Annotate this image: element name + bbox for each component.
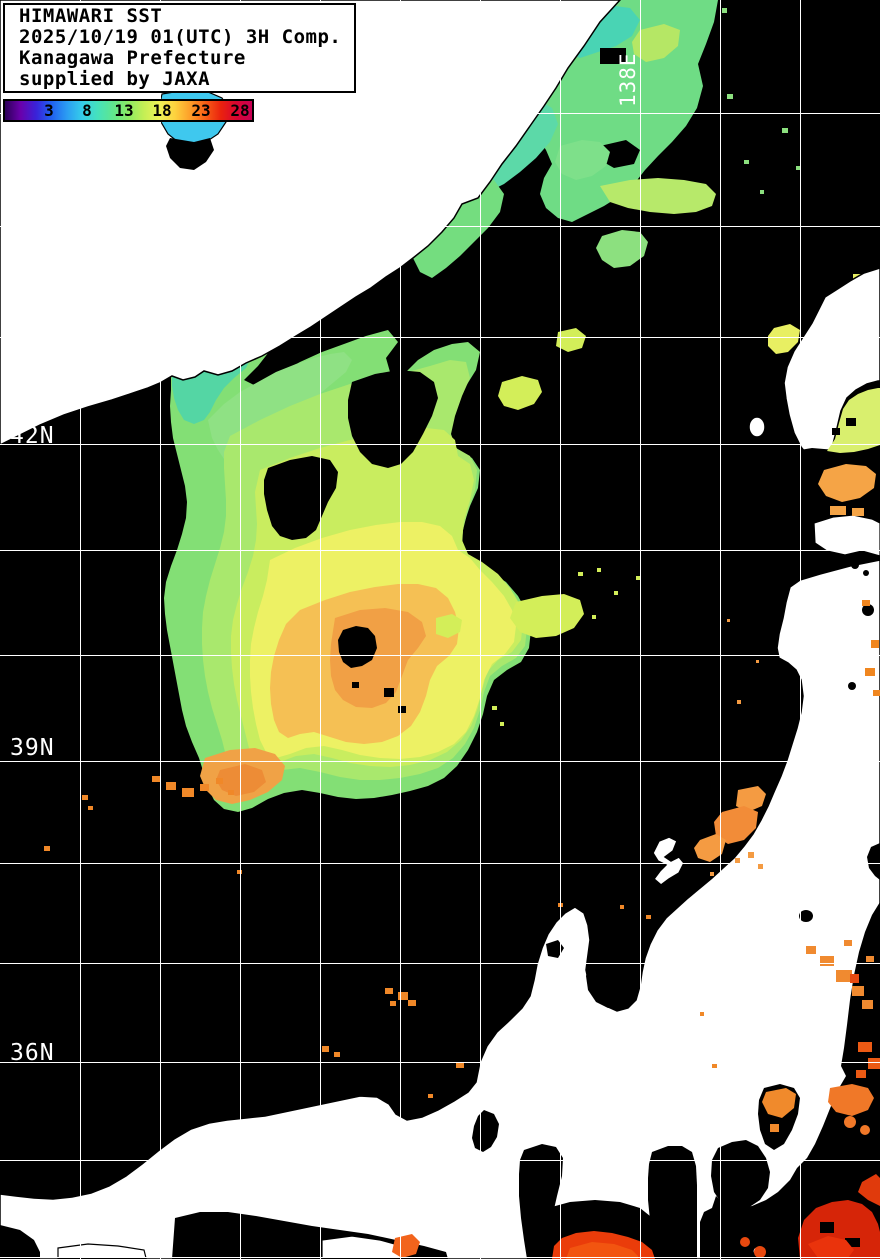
sst-warm-patches	[44, 89, 880, 1259]
colorbar-tick-28: 28	[230, 101, 250, 120]
colorbar-gradient	[5, 101, 252, 120]
lat-label-36N: 36N	[10, 1040, 55, 1066]
colorbar-tick-13: 13	[114, 101, 134, 120]
lon-label-138E: 138E	[616, 52, 640, 107]
sst-mutsu-bay	[818, 464, 876, 502]
title-line-source: supplied by JAXA	[19, 68, 211, 90]
sst-niigata-cluster	[694, 619, 766, 876]
land-hokkaido-oshima	[783, 267, 880, 463]
colorbar: 3 8 13 18 23 28	[3, 99, 254, 122]
lat-label-42N: 42N	[10, 423, 55, 449]
land-honshu	[0, 559, 880, 1259]
title-line-datetime: 2025/10/19 01(UTC) 3H Comp.	[19, 26, 342, 48]
title-line-product: HIMAWARI SST	[19, 5, 163, 27]
suruga-bay	[648, 1146, 697, 1259]
lake-tazawa	[848, 682, 856, 690]
colorbar-tick-8: 8	[82, 101, 92, 120]
title-box: HIMAWARI SST 2025/10/19 01(UTC) 3H Comp.…	[3, 3, 356, 93]
lat-label-39N: 39N	[10, 735, 55, 761]
sst-main-bloom	[164, 330, 531, 812]
sst-scattered-patches	[436, 8, 878, 726]
sst-joban-cluster	[806, 940, 874, 1009]
colorbar-tick-18: 18	[152, 101, 172, 120]
sea-corner-southwest	[0, 1225, 40, 1259]
sendai-bay	[867, 843, 880, 880]
pacific-ocean-corner	[700, 902, 880, 1259]
colorbar-tick-23: 23	[191, 101, 211, 120]
sagami-bay	[711, 1140, 770, 1210]
title-line-region: Kanagawa Prefecture	[19, 47, 246, 69]
island-okushiri	[748, 416, 766, 438]
toyama-bay	[586, 958, 640, 1008]
colorbar-tick-3: 3	[44, 101, 54, 120]
lake-towada	[862, 604, 874, 616]
lake-inawashiro	[799, 910, 813, 922]
ise-bay	[519, 1144, 563, 1259]
lake-biwa	[472, 1110, 499, 1152]
noto-notch	[546, 940, 564, 958]
land-shimokita	[813, 514, 880, 557]
